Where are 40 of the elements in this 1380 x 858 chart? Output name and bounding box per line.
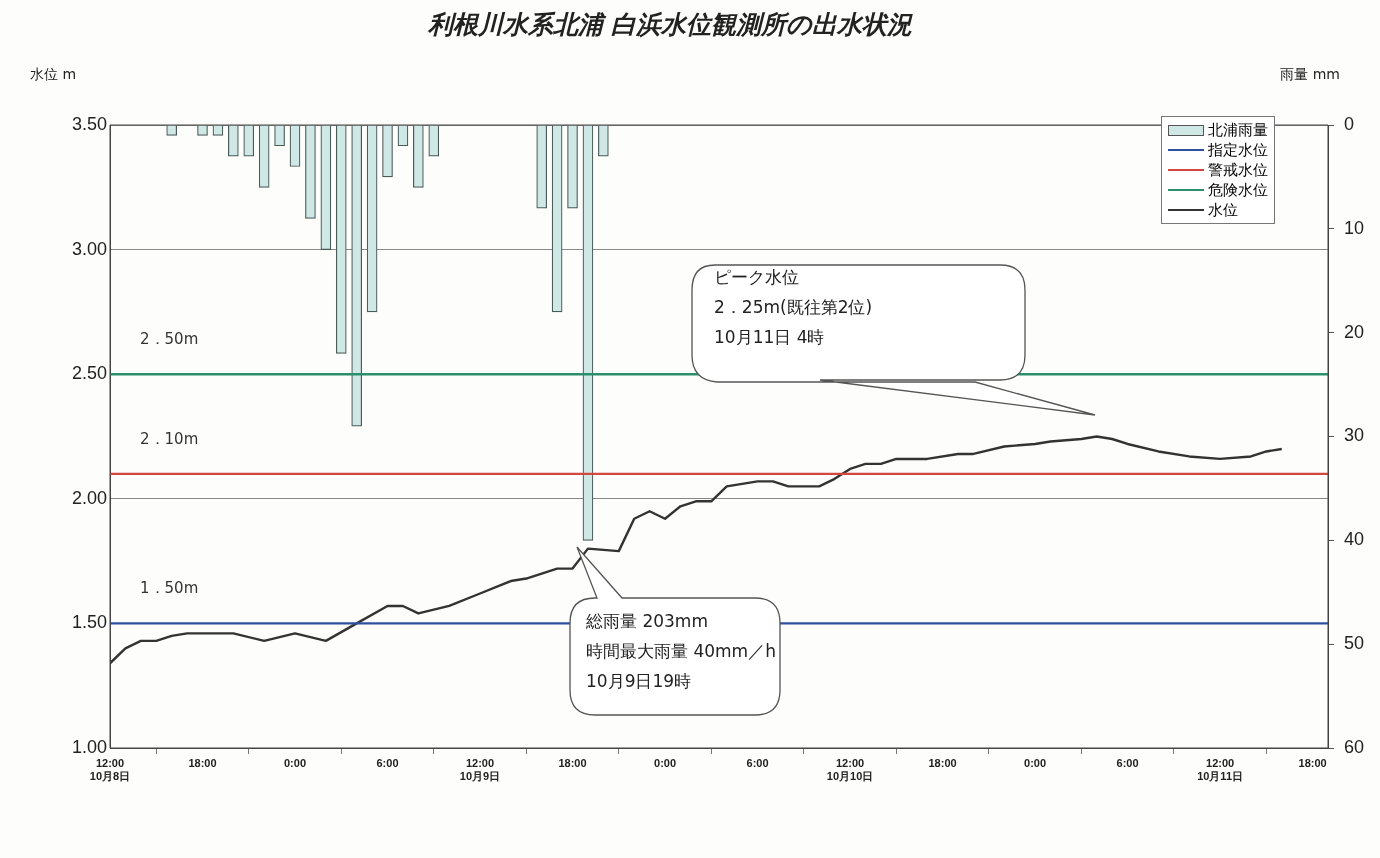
y-tick-label: 3.00 [71, 238, 107, 259]
y2-tick-label: 40 [1344, 529, 1365, 550]
legend-label: 北浦雨量 [1208, 120, 1268, 140]
x-tick-label: 18:00 [928, 756, 957, 769]
x-tick-label: 0:00 [654, 756, 677, 769]
x-tick-label: 6:00 [746, 756, 769, 769]
y2-tick-label: 60 [1344, 736, 1365, 757]
y2-axis-title: 雨量 mm [1280, 66, 1340, 84]
chart-title: 利根川水系北浦 白浜水位観測所の出水状況 [426, 9, 914, 41]
y-tick-label: 1.00 [71, 736, 107, 757]
annotation: 2．10m [140, 429, 199, 448]
x-tick-label: 6:00 [376, 756, 399, 769]
annotation: 2．50m [140, 330, 199, 349]
y-tick-label: 2.50 [71, 363, 107, 384]
legend-label: 指定水位 [1208, 140, 1268, 160]
y-tick-label: 3.50 [71, 113, 107, 134]
x-tick-label: 12:00 10月8日 [89, 756, 131, 782]
legend-label: 危険水位 [1208, 180, 1268, 200]
legend-label: 警戒水位 [1208, 160, 1268, 180]
y2-tick-label: 0 [1344, 113, 1355, 134]
x-tick-label: 18:00 [1298, 756, 1327, 769]
x-tick-label: 18:00 [558, 756, 587, 769]
x-tick-label: 0:00 [284, 756, 307, 769]
annotation: ピーク水位 2．25m(既往第2位) 10月11日 4時 [714, 266, 873, 349]
y2-tick-label: 30 [1344, 425, 1365, 446]
annotation: 総雨量 203mm 時間最大雨量 40mm／h 10月9日19時 [586, 610, 776, 693]
x-tick-label: 12:00 10月10日 [826, 756, 874, 782]
y-axis-title: 水位 m [30, 66, 77, 84]
y-tick-label: 1.50 [71, 612, 107, 633]
y2-tick-label: 10 [1344, 217, 1365, 238]
legend-label: 水位 [1208, 200, 1238, 220]
x-tick-label: 12:00 10月11日 [1197, 756, 1244, 782]
x-tick-label: 18:00 [188, 756, 217, 769]
y2-tick-label: 20 [1344, 321, 1365, 342]
annotation: 1．50m [140, 579, 199, 598]
x-tick-label: 12:00 10月9日 [459, 756, 501, 782]
x-tick-label: 0:00 [1024, 756, 1047, 769]
y2-tick-label: 50 [1344, 633, 1365, 654]
y-tick-label: 2.00 [71, 487, 107, 508]
x-tick-label: 6:00 [1116, 756, 1139, 769]
